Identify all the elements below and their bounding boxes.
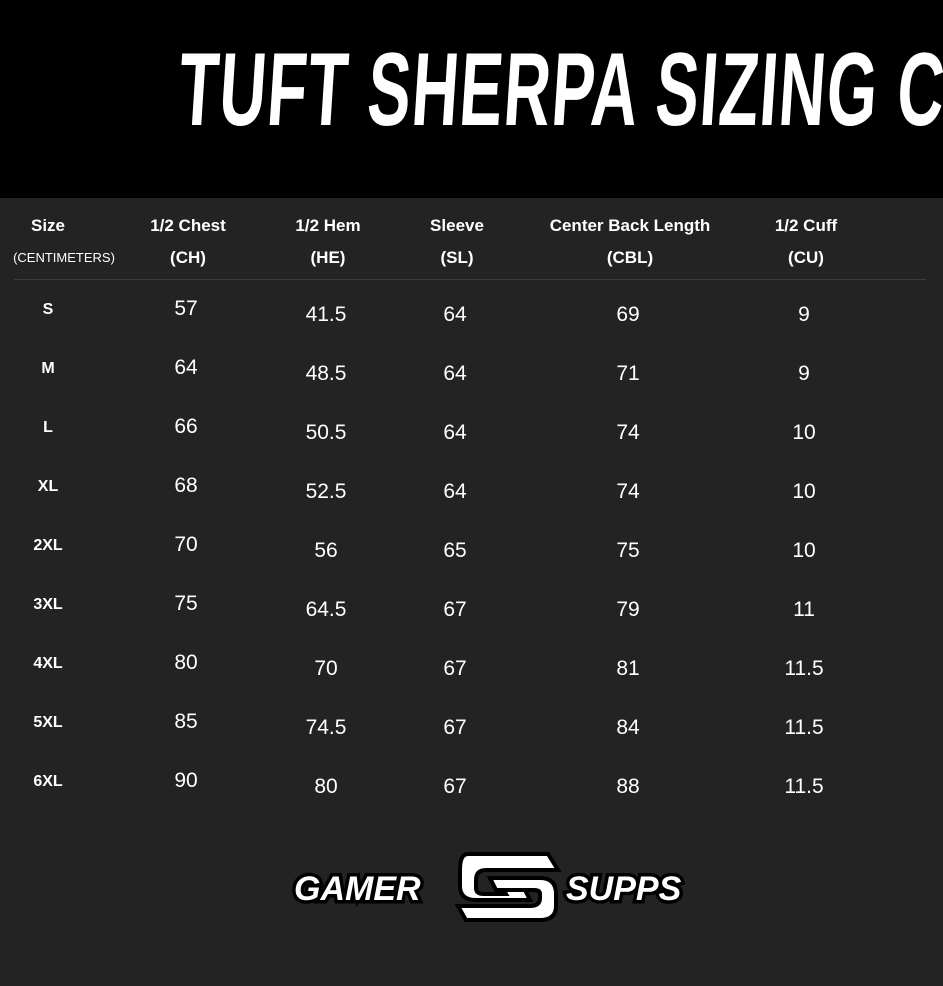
table-cell: 69	[616, 303, 640, 326]
table-cell: 67	[443, 775, 467, 798]
table-cell: 64	[443, 421, 467, 444]
column-header-label: 1/2 Hem	[295, 216, 361, 235]
table-cell: 11	[793, 598, 815, 621]
table-cell: 70	[314, 657, 338, 680]
gamer-supps-logo: GAMER SUPPS	[291, 852, 685, 922]
table-cell: 75	[616, 539, 640, 562]
size-label: 3XL	[33, 596, 63, 613]
table-cell: 79	[616, 598, 640, 621]
size-label: 2XL	[33, 537, 63, 554]
table-cell: 11.5	[784, 657, 824, 680]
column-header-unit: (SL)	[440, 248, 474, 267]
size-label: 5XL	[33, 714, 63, 731]
table-cell: 64.5	[305, 598, 347, 621]
column-header-label: 1/2 Cuff	[774, 216, 838, 235]
table-cell: 80	[174, 651, 198, 674]
table-cell: 56	[314, 539, 338, 562]
logo-text-gamer: GAMER	[294, 870, 421, 908]
page-title: TUFT SHERPA SIZING CHART:	[175, 32, 943, 148]
size-label: XL	[37, 478, 59, 495]
size-label: 4XL	[33, 655, 63, 672]
size-label: L	[43, 419, 53, 436]
table-cell: 75	[174, 592, 198, 615]
gs-emblem-icon	[454, 852, 562, 922]
table-cell: 84	[616, 716, 640, 739]
table-cell: 50.5	[305, 421, 347, 444]
table-cell: 71	[616, 362, 640, 385]
column-header-unit: (CU)	[788, 248, 824, 267]
table-cell: 11.5	[784, 775, 824, 798]
table-cell: 74	[616, 421, 640, 444]
table-cell: 48.5	[305, 362, 347, 385]
column-header: Size (CENTIMETERS)	[13, 210, 115, 274]
logo-text-supps: SUPPS	[566, 870, 682, 908]
title-banner: TUFT SHERPA SIZING CHART:	[0, 0, 943, 198]
table-cell: 67	[443, 657, 467, 680]
table-cell: 10	[792, 539, 816, 562]
column-header: 1/2 Hem (HE)	[295, 210, 360, 274]
column-header-label: Center Back Length	[549, 216, 711, 235]
column-header-label: 1/2 Chest	[150, 216, 226, 235]
table-cell: 68	[174, 474, 198, 497]
table-cell: 9	[798, 362, 810, 385]
table-cell: 64	[174, 356, 198, 379]
column-header: 1/2 Cuff (CU)	[775, 210, 837, 274]
column-header-label: Size	[30, 216, 66, 235]
table-cell: 85	[174, 710, 198, 733]
table-cell: 74	[616, 480, 640, 503]
column-header: Sleeve (SL)	[430, 210, 484, 274]
size-label: M	[41, 360, 55, 377]
table-cell: 64	[443, 303, 467, 326]
table-cell: 11.5	[784, 716, 824, 739]
table-cell: 74.5	[305, 716, 347, 739]
header-divider	[14, 279, 926, 280]
table-cell: 81	[616, 657, 640, 680]
table-cell: 52.5	[305, 480, 347, 503]
table-cell: 41.5	[305, 303, 347, 326]
table-cell: 10	[792, 480, 816, 503]
table-cell: 9	[798, 303, 810, 326]
table-cell: 10	[792, 421, 816, 444]
table-cell: 64	[443, 362, 467, 385]
column-header-unit: (HE)	[310, 248, 346, 267]
table-cell: 88	[616, 775, 640, 798]
size-label: 6XL	[33, 773, 63, 790]
column-header: Center Back Length (CBL)	[550, 210, 711, 274]
table-cell: 66	[174, 415, 198, 438]
table-cell: 64	[443, 480, 467, 503]
size-label: S	[42, 301, 54, 318]
table-cell: 57	[174, 297, 198, 320]
column-header-label: Sleeve	[430, 216, 484, 235]
table-cell: 65	[443, 539, 467, 562]
column-header: 1/2 Chest (CH)	[150, 210, 226, 274]
table-cell: 67	[443, 716, 467, 739]
column-header-unit: (CBL)	[606, 248, 654, 267]
column-header-unit: (CENTIMETERS)	[13, 250, 115, 265]
table-cell: 90	[174, 769, 198, 792]
column-header-unit: (CH)	[170, 248, 206, 267]
table-cell: 67	[443, 598, 467, 621]
table-cell: 70	[174, 533, 198, 556]
table-cell: 80	[314, 775, 338, 798]
